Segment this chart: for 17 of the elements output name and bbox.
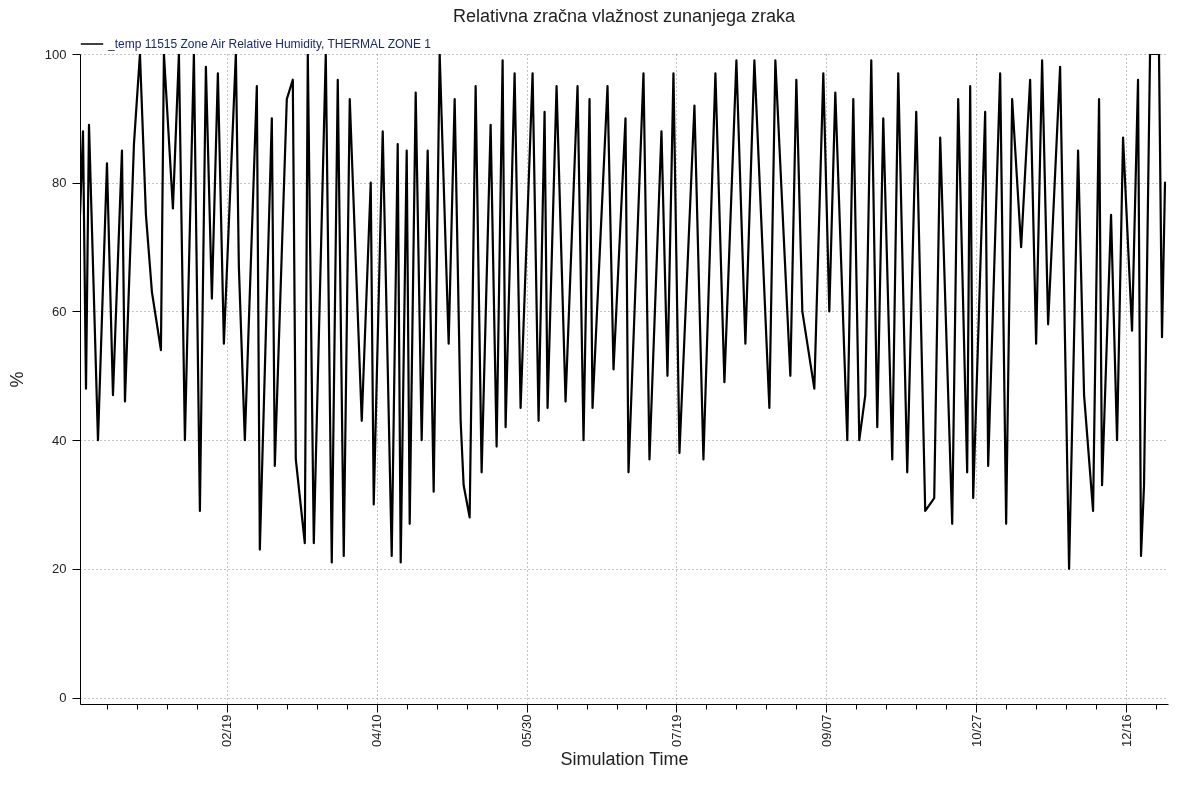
x-tick-label: 05/30 — [519, 714, 535, 748]
x-tick-label: 09/07 — [818, 714, 834, 748]
x-tick-label: 10/27 — [968, 714, 984, 748]
x-axis-title: Simulation Time — [560, 749, 689, 770]
y-tick-label: 20 — [52, 561, 67, 577]
x-tick-label: 12/16 — [1118, 714, 1134, 748]
y-tick-label: 40 — [52, 432, 67, 448]
y-axis-title: % — [6, 371, 27, 388]
y-tick-label: 60 — [52, 303, 67, 319]
x-tick-label: 02/19 — [219, 714, 235, 748]
y-tick-label: 0 — [59, 690, 67, 706]
x-tick-label: 07/19 — [668, 714, 684, 748]
y-tick-label: 100 — [44, 46, 67, 62]
y-tick-label: 80 — [52, 175, 67, 191]
legend-label: _temp 11515 Zone Air Relative Humidity, THERMAL ZONE 1 — [107, 37, 432, 51]
chart-title: Relativna zračna vlažnost zunanjega zraka — [452, 6, 797, 26]
x-tick-label: 04/10 — [369, 714, 385, 748]
